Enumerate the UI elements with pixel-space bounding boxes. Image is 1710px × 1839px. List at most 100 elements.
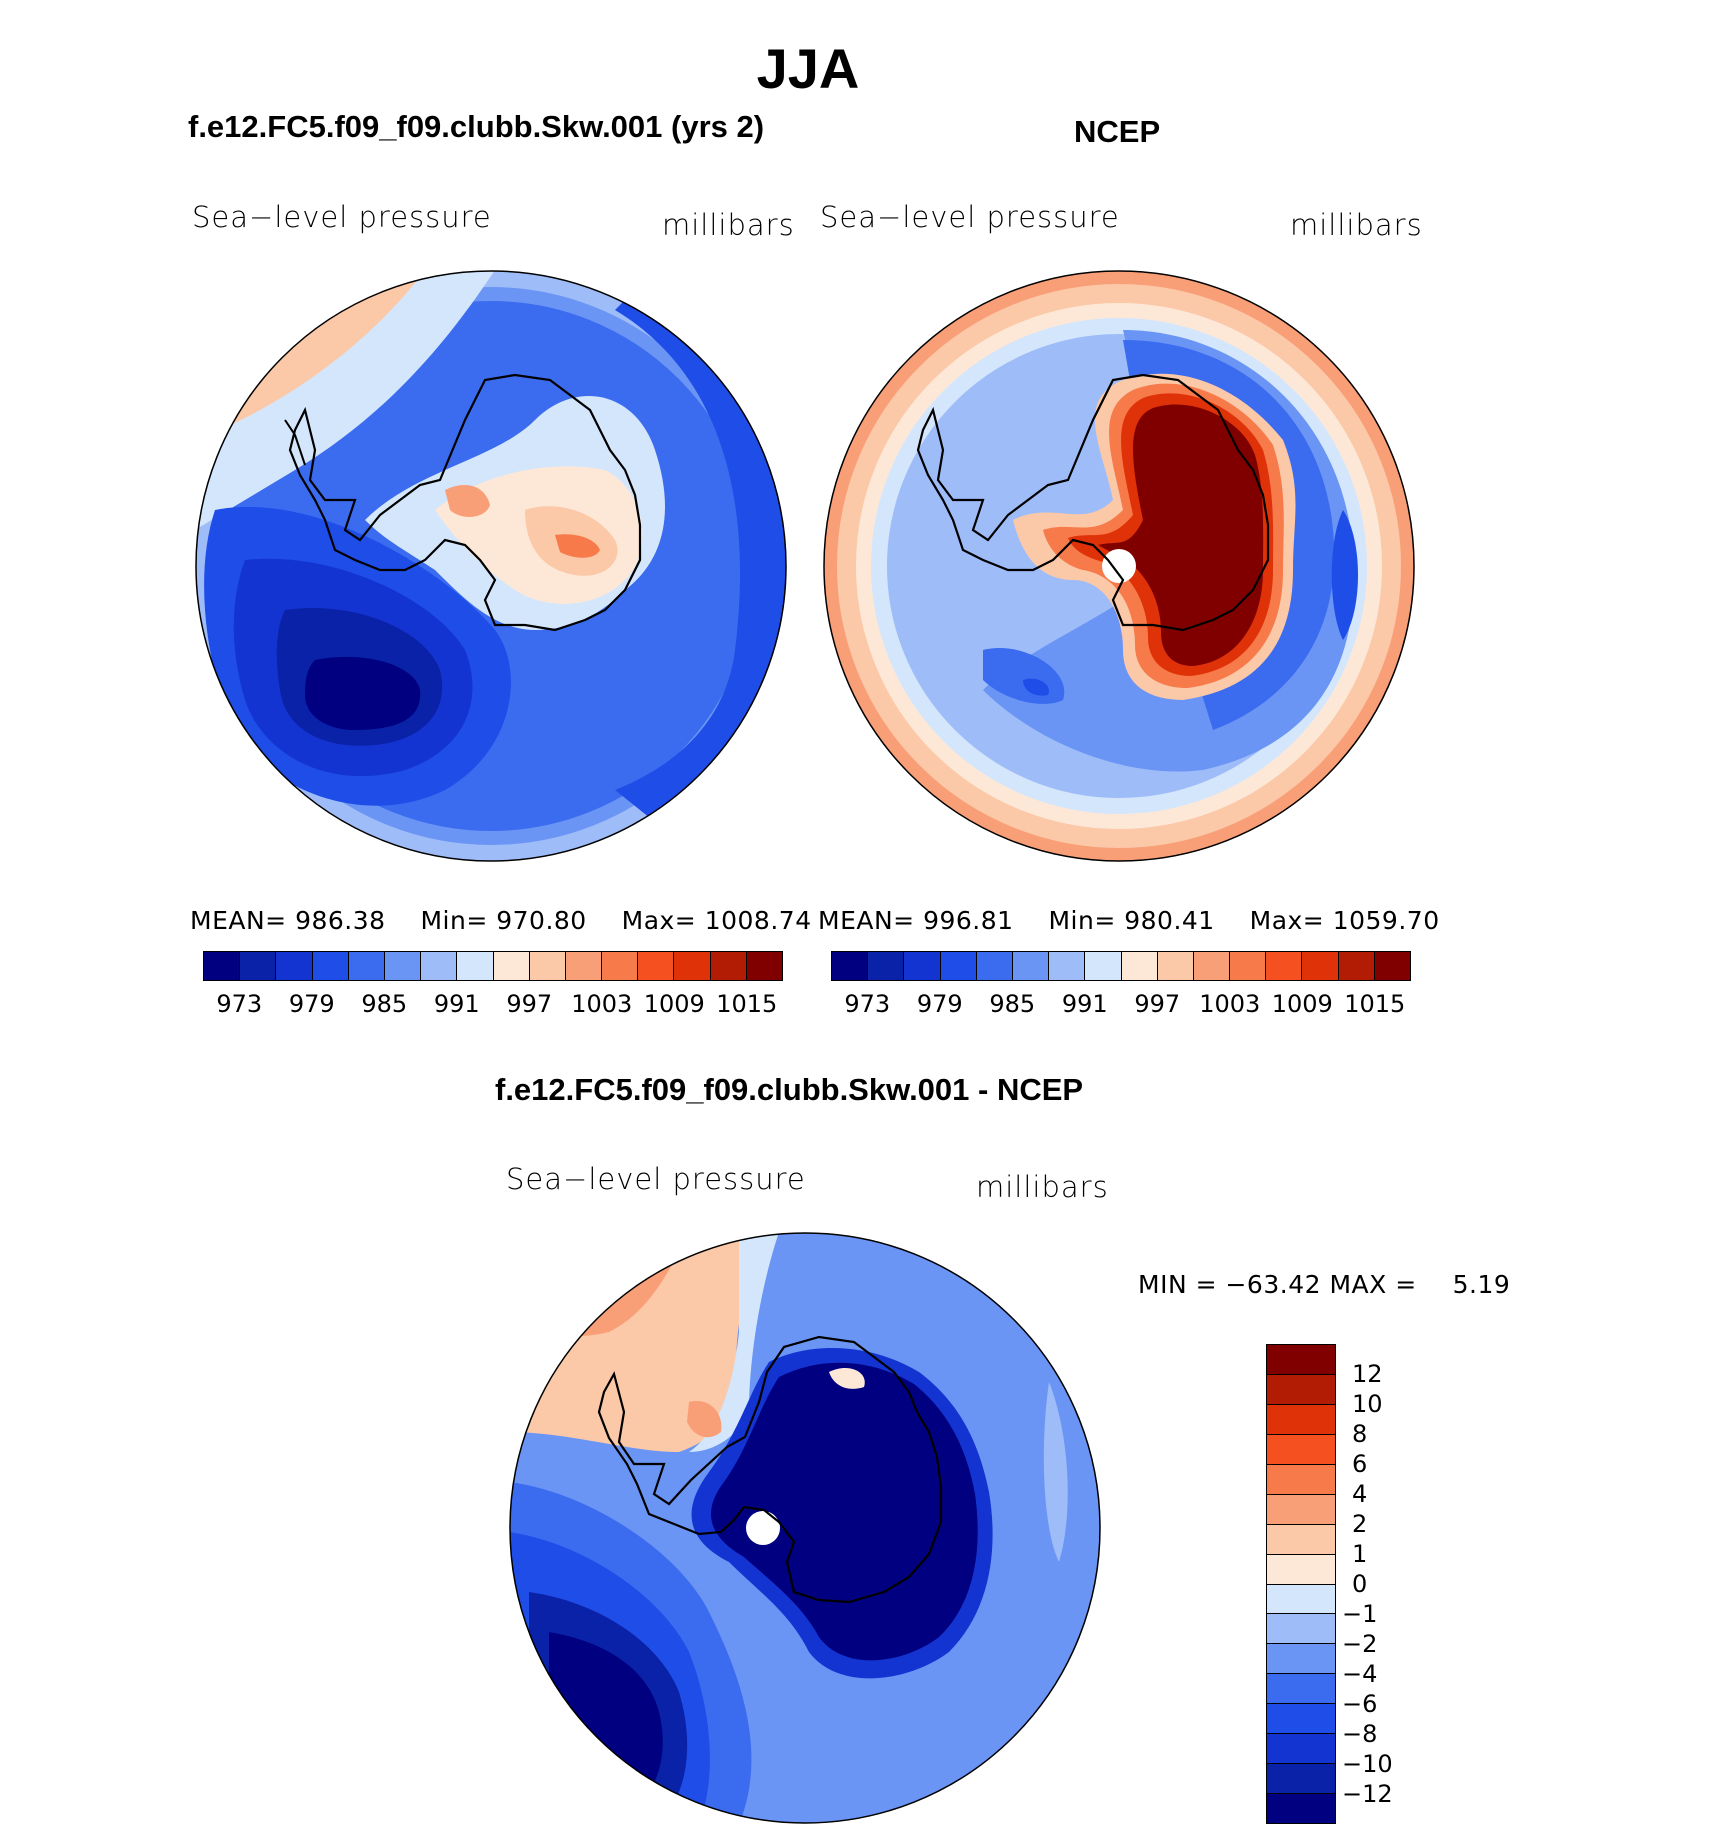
model-min-value: 970.80 (496, 906, 587, 935)
colorbar-swatch (1338, 952, 1375, 980)
colorbar-swatch (1230, 952, 1267, 980)
colorbar-tick-label: 4 (1352, 1480, 1368, 1508)
obs-units-label: millibars (1290, 208, 1423, 242)
colorbar-swatch (746, 952, 782, 980)
colorbar-swatch (1049, 952, 1086, 980)
model-variable-label: Sea−level pressure (192, 200, 492, 234)
colorbar-swatch (1374, 952, 1410, 980)
colorbar-tick-label: 6 (1352, 1450, 1368, 1478)
colorbar-swatch (674, 952, 711, 980)
colorbar-swatch (602, 952, 639, 980)
colorbar-swatch (1267, 1434, 1335, 1465)
obs-max-value: 1059.70 (1332, 906, 1440, 935)
colorbar-tick-label: 979 (288, 990, 335, 1018)
colorbar-swatch (976, 952, 1013, 980)
diff-case-title: f.e12.FC5.f09_f09.clubb.Skw.001 - NCEP (495, 1072, 1084, 1107)
obs-colorbar-ticks: 973 979 985 991 997 1003 1009 1015 (831, 990, 1411, 1020)
colorbar-tick-label: 985 (989, 990, 1036, 1018)
colorbar-swatch (1267, 1644, 1335, 1675)
colorbar-swatch (1302, 952, 1339, 980)
colorbar-swatch (529, 952, 566, 980)
colorbar-tick-label: 1009 (643, 990, 705, 1018)
colorbar-swatch (1267, 1704, 1335, 1735)
figure-title: JJA (756, 37, 860, 100)
model-case-title: f.e12.FC5.f09_f09.clubb.Skw.001 (yrs 2) (188, 109, 765, 144)
colorbar-tick-label: −8 (1342, 1720, 1378, 1748)
model-mean-label: MEAN= (190, 906, 287, 935)
colorbar-swatch (868, 952, 905, 980)
obs-min-label: Min= (1048, 906, 1116, 935)
colorbar-swatch (1267, 1494, 1335, 1525)
colorbar-swatch (1267, 1404, 1335, 1435)
diff-units-label: millibars (976, 1170, 1109, 1204)
colorbar-swatch (348, 952, 385, 980)
obs-colorbar (831, 951, 1411, 981)
colorbar-swatch (1267, 1614, 1335, 1645)
diff-polar-map (509, 1232, 1101, 1824)
colorbar-swatch (204, 952, 241, 980)
colorbar-tick-label: 997 (1134, 990, 1181, 1018)
colorbar-tick-label: 985 (361, 990, 408, 1018)
model-max-value: 1008.74 (704, 906, 812, 935)
colorbar-tick-label: 12 (1352, 1360, 1383, 1388)
model-polar-map (195, 270, 787, 862)
colorbar-tick-label: 2 (1352, 1510, 1368, 1538)
colorbar-swatch (1267, 1374, 1335, 1405)
colorbar-swatch (384, 952, 422, 980)
colorbar-tick-label: 997 (506, 990, 553, 1018)
colorbar-tick-label: 8 (1352, 1420, 1368, 1448)
colorbar-tick-label: 1 (1352, 1540, 1368, 1568)
colorbar-swatch (1157, 952, 1194, 980)
diff-colorbar-ticks: 12 10 8 6 4 2 1 0 −1 −2 −4 −6 −8 −10 −12 (1342, 1344, 1432, 1824)
colorbar-tick-label: 973 (844, 990, 891, 1018)
colorbar-swatch (1267, 1554, 1335, 1585)
colorbar-swatch (1267, 1524, 1335, 1555)
colorbar-swatch (710, 952, 747, 980)
colorbar-tick-label: −10 (1342, 1750, 1393, 1778)
colorbar-tick-label: −1 (1342, 1600, 1378, 1628)
colorbar-tick-label: 973 (216, 990, 263, 1018)
colorbar-swatch (1267, 1734, 1335, 1765)
colorbar-swatch (1012, 952, 1050, 980)
colorbar-tick-label: 1009 (1271, 990, 1333, 1018)
colorbar-swatch (565, 952, 603, 980)
obs-mean-label: MEAN= (818, 906, 915, 935)
colorbar-tick-label: 0 (1352, 1570, 1368, 1598)
colorbar-tick-label: −4 (1342, 1660, 1378, 1688)
model-stats: MEAN= 986.38 Min= 970.80 Max= 1008.74 (190, 906, 812, 935)
colorbar-swatch (1085, 952, 1122, 980)
colorbar-tick-label: 1003 (1199, 990, 1261, 1018)
colorbar-swatch (312, 952, 349, 980)
colorbar-swatch (1267, 1464, 1335, 1495)
colorbar-tick-label: −12 (1342, 1780, 1393, 1808)
colorbar-tick-label: 1003 (571, 990, 633, 1018)
colorbar-swatch (904, 952, 941, 980)
colorbar-swatch (457, 952, 494, 980)
colorbar-swatch (638, 952, 675, 980)
colorbar-swatch (1193, 952, 1231, 980)
colorbar-swatch (1267, 1794, 1335, 1823)
diff-minmax-text: MIN = −63.42 MAX = (1138, 1270, 1417, 1299)
colorbar-swatch (493, 952, 530, 980)
obs-variable-label: Sea−level pressure (820, 200, 1120, 234)
model-max-label: Max= (621, 906, 697, 935)
colorbar-swatch (1266, 952, 1303, 980)
colorbar-swatch (421, 952, 458, 980)
colorbar-swatch (1267, 1674, 1335, 1705)
colorbar-tick-label: −2 (1342, 1630, 1378, 1658)
model-min-label: Min= (420, 906, 488, 935)
diff-colorbar (1266, 1344, 1336, 1824)
model-colorbar-ticks: 973 979 985 991 997 1003 1009 1015 (203, 990, 783, 1020)
model-mean-value: 986.38 (295, 906, 386, 935)
obs-min-value: 980.41 (1124, 906, 1215, 935)
diff-minmax: MIN = −63.42 MAX = 5.19 (1138, 1270, 1510, 1299)
colorbar-swatch (240, 952, 277, 980)
colorbar-swatch (1267, 1584, 1335, 1615)
colorbar-tick-label: 979 (916, 990, 963, 1018)
colorbar-tick-label: 1015 (1344, 990, 1406, 1018)
obs-polar-map (823, 270, 1415, 862)
colorbar-tick-label: 1015 (716, 990, 778, 1018)
diff-max-value: 5.19 (1452, 1270, 1511, 1299)
model-units-label: millibars (662, 208, 795, 242)
obs-case-title: NCEP (1074, 114, 1161, 149)
